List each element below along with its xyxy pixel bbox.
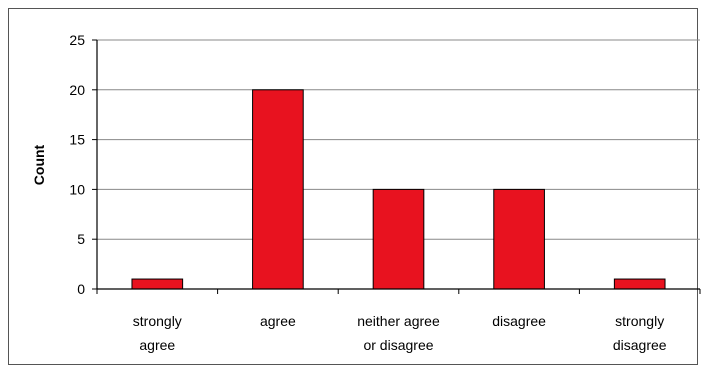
x-category-label: or disagree bbox=[363, 337, 433, 353]
x-category-label: agree bbox=[139, 337, 175, 353]
x-category-label: strongly bbox=[615, 313, 664, 329]
x-category-labels: strongly agree agree neither agree or disagr… bbox=[133, 313, 667, 353]
x-category-label: disagree bbox=[613, 337, 667, 353]
x-category-label: agree bbox=[260, 313, 296, 329]
bar bbox=[131, 278, 184, 290]
y-axis-title: Count bbox=[31, 144, 47, 185]
chart-frame bbox=[8, 8, 698, 365]
y-tick-label: 25 bbox=[69, 32, 85, 48]
y-tick-label: 5 bbox=[77, 231, 85, 247]
bars bbox=[131, 89, 666, 290]
x-category-label: neither agree bbox=[357, 313, 440, 329]
axes bbox=[96, 40, 701, 294]
x-category-label: strongly bbox=[133, 313, 182, 329]
bar bbox=[252, 89, 304, 290]
bar bbox=[613, 278, 666, 290]
y-tick-labels: 0 5 10 15 20 25 bbox=[69, 32, 97, 297]
bar bbox=[493, 188, 545, 290]
y-tick-label: 20 bbox=[69, 82, 85, 98]
y-tick-label: 0 bbox=[77, 281, 85, 297]
bar bbox=[372, 188, 425, 290]
y-tick-label: 15 bbox=[69, 132, 85, 148]
x-category-label: disagree bbox=[492, 313, 546, 329]
y-tick-label: 10 bbox=[69, 181, 85, 197]
